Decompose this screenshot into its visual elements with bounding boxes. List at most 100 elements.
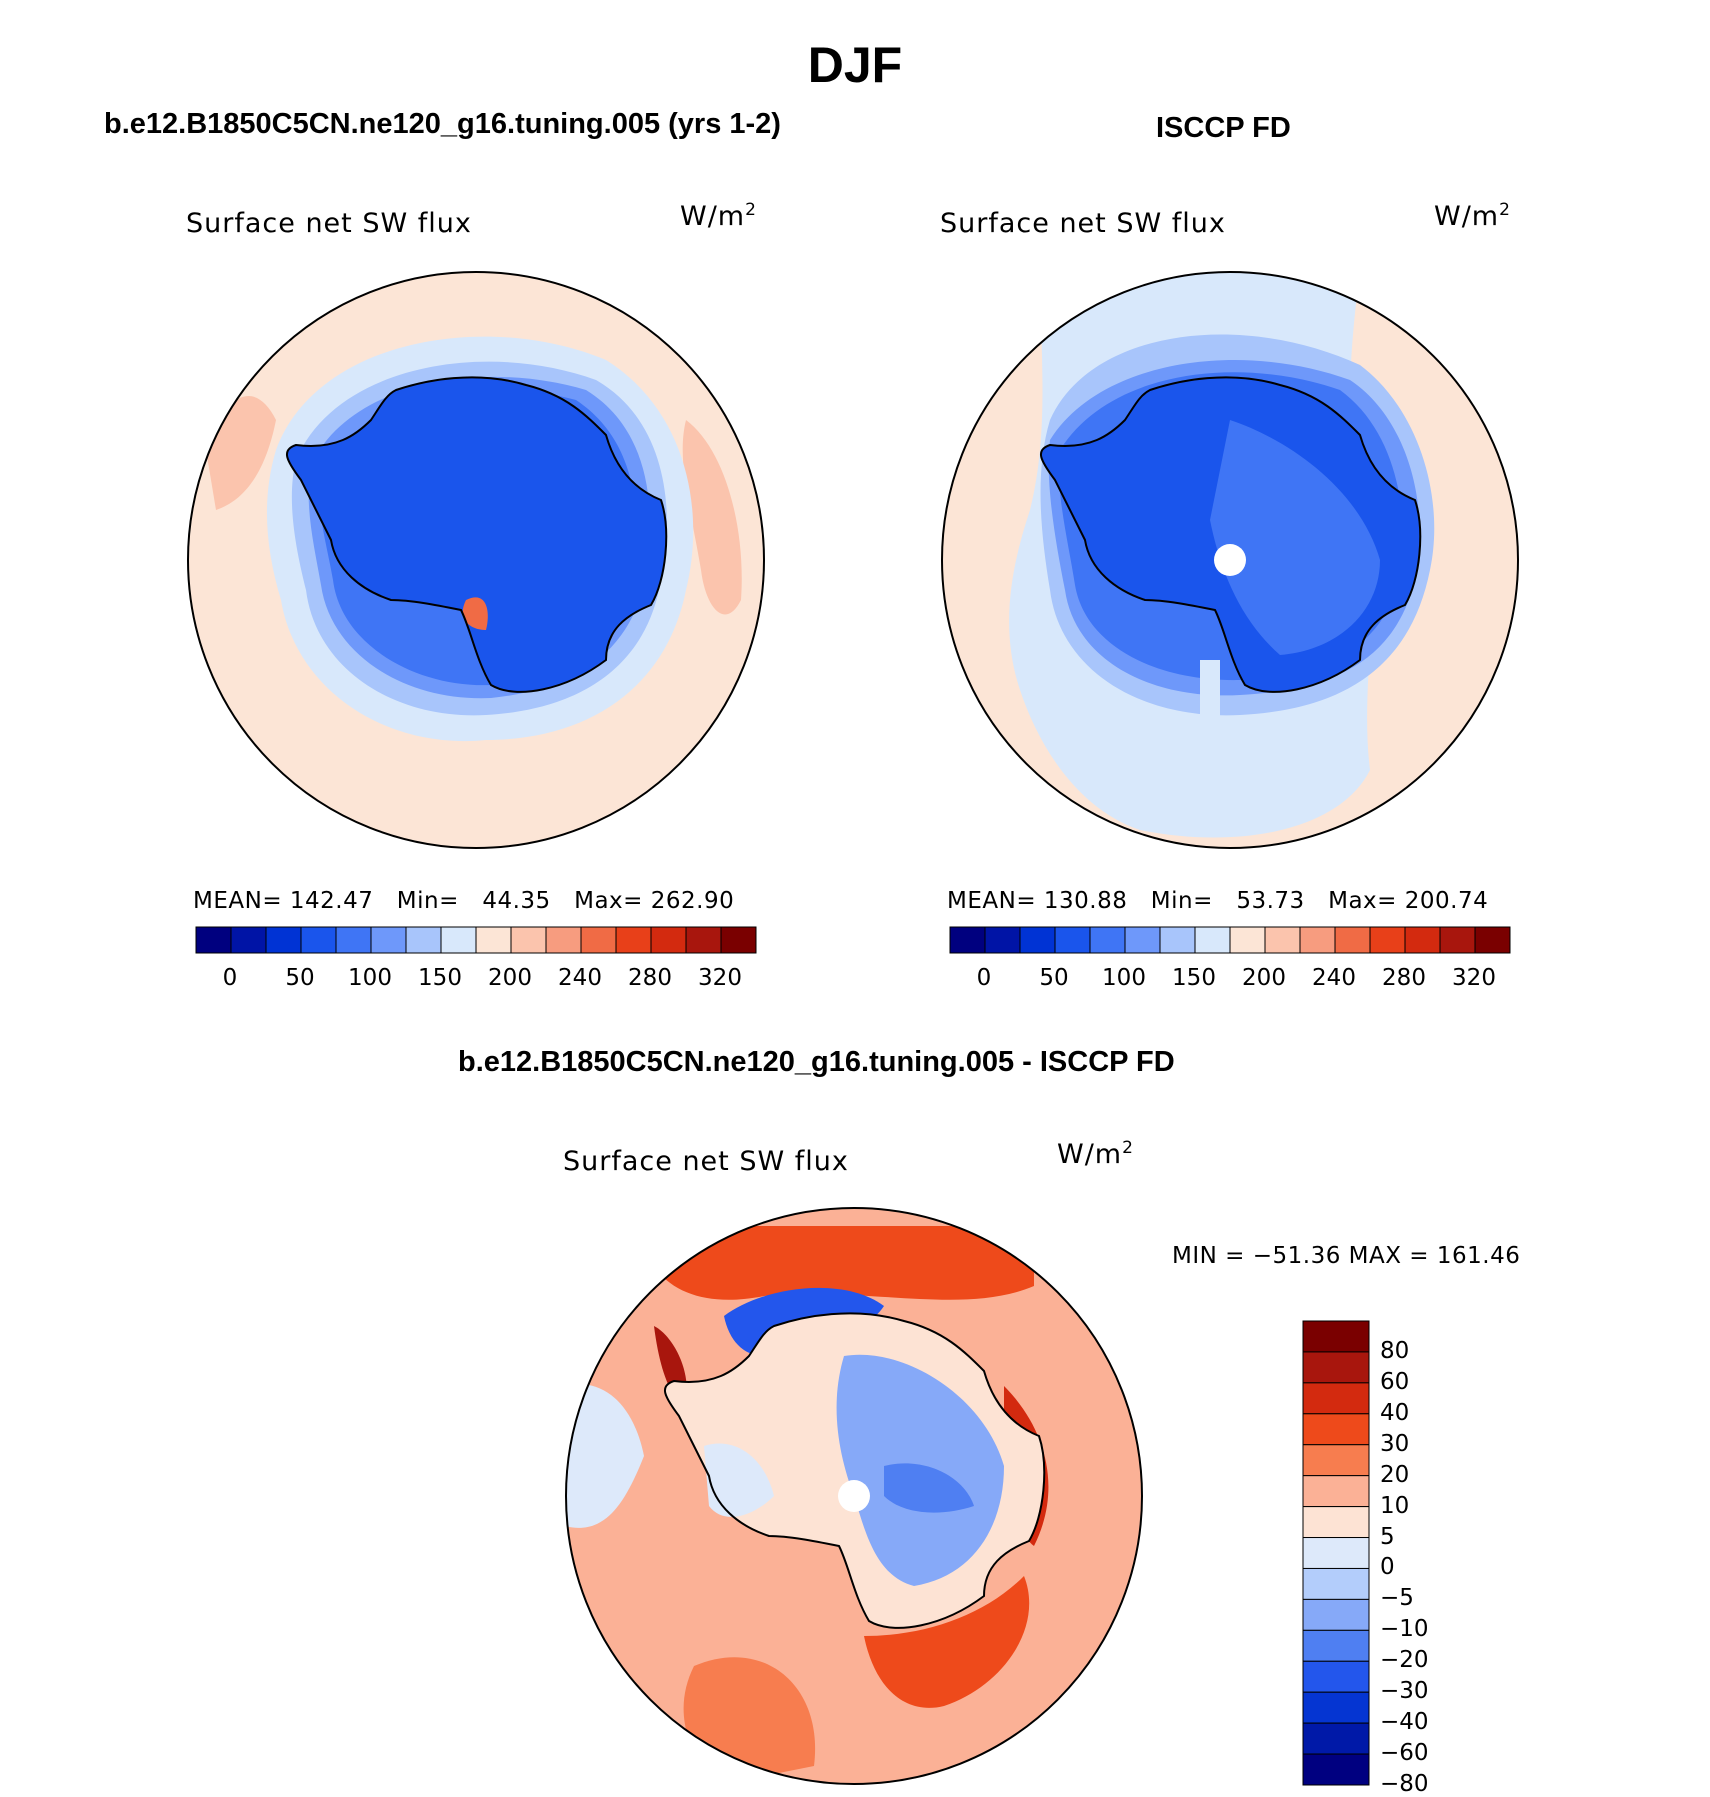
colorbar-tick-label: −20 — [1380, 1647, 1429, 1674]
colorbar-tick-label: 150 — [1172, 965, 1216, 991]
colorbar-swatch — [1302, 1475, 1370, 1508]
panel3-field-patch — [654, 1226, 1034, 1300]
colorbar-swatch — [1089, 926, 1126, 954]
colorbar-swatch — [1302, 1722, 1370, 1755]
colorbar-swatch — [1054, 926, 1091, 954]
colorbar-swatch — [1302, 1382, 1370, 1415]
panel1-case-title: b.e12.B1850C5CN.ne120_g16.tuning.005 (yr… — [104, 108, 781, 140]
panel3-map-border — [565, 1207, 1143, 1785]
colorbar-swatch — [1264, 926, 1301, 954]
colorbar-swatch — [370, 926, 407, 954]
colorbar-tick-label: −5 — [1380, 1585, 1414, 1612]
colorbar-swatch — [1369, 926, 1406, 954]
colorbar-tick-label: 320 — [1452, 965, 1496, 991]
colorbar-tick-label: −60 — [1380, 1740, 1429, 1767]
panel2-map — [941, 271, 1519, 849]
colorbar-swatch — [1302, 1598, 1370, 1631]
colorbar-tick-label: 280 — [628, 965, 672, 991]
colorbar-tick-label: −80 — [1380, 1771, 1429, 1797]
panel2-field-interior — [1210, 420, 1380, 655]
panel3-colorbar-ticks: 80 60 40 30 20 10 5 0 −5 −10 −20 −30 −40 −60 −80 — [1380, 1320, 1500, 1797]
panel2-units: W/m2 — [1434, 200, 1511, 232]
colorbar-swatch — [545, 926, 582, 954]
colorbar-swatch — [1404, 926, 1441, 954]
panel1-coastline — [286, 376, 668, 693]
panel1-map-border — [187, 271, 765, 849]
colorbar-swatch — [1194, 926, 1231, 954]
colorbar-tick-label: 240 — [1312, 965, 1356, 991]
colorbar-tick-label: 50 — [1039, 965, 1069, 991]
colorbar-swatch — [1124, 926, 1161, 954]
colorbar-swatch — [949, 926, 986, 954]
panel3-map — [565, 1207, 1143, 1785]
colorbar-swatch — [405, 926, 442, 954]
panel2-variable-label: Surface net SW flux — [940, 208, 1226, 239]
colorbar-swatch — [1302, 1691, 1370, 1724]
colorbar-swatch — [1302, 1351, 1370, 1384]
figure-title: DJF — [807, 37, 903, 93]
panel3-field-patch — [704, 1443, 774, 1517]
panel3-field-patch — [566, 1384, 644, 1528]
colorbar-swatch — [1302, 1629, 1370, 1662]
colorbar-swatch — [1159, 926, 1196, 954]
colorbar-swatch — [1302, 1444, 1370, 1477]
colorbar-tick-label: 50 — [285, 965, 315, 991]
colorbar-swatch — [1439, 926, 1476, 954]
colorbar-tick-label: 100 — [1102, 965, 1146, 991]
colorbar-tick-label: 320 — [698, 965, 742, 991]
colorbar-swatch — [984, 926, 1021, 954]
colorbar-tick-label: 150 — [418, 965, 462, 991]
panel1-field-patch — [682, 420, 742, 615]
panel3-field-patch — [864, 1576, 1030, 1708]
colorbar-tick-label: 0 — [222, 965, 238, 991]
colorbar-swatch — [1299, 926, 1336, 954]
panel1-field-patch — [206, 396, 276, 510]
colorbar-swatch — [650, 926, 687, 954]
panel3-case-title: b.e12.B1850C5CN.ne120_g16.tuning.005 - I… — [458, 1046, 1175, 1078]
panel1-map — [187, 271, 765, 849]
panel1-colorbar-ticks: 0 50 100 150 200 240 280 320 — [195, 965, 757, 995]
colorbar-swatch — [335, 926, 372, 954]
colorbar-swatch — [1302, 1537, 1370, 1569]
panel2-polar-hole — [1214, 544, 1246, 576]
panel2-case-title: ISCCP FD — [1156, 112, 1291, 144]
colorbar-swatch — [1334, 926, 1371, 954]
panel2-map-border — [941, 271, 1519, 849]
colorbar-tick-label: −30 — [1380, 1678, 1429, 1705]
colorbar-tick-label: −10 — [1380, 1616, 1429, 1643]
panel1-field-continent — [286, 377, 667, 692]
panel3-colorbar — [1302, 1320, 1370, 1786]
colorbar-tick-label: 40 — [1380, 1399, 1410, 1426]
colorbar-tick-label: 280 — [1382, 965, 1426, 991]
colorbar-swatch — [195, 926, 232, 954]
colorbar-swatch — [1302, 1753, 1370, 1786]
colorbar-tick-label: 0 — [1380, 1554, 1395, 1581]
panel2-colorbar — [949, 926, 1511, 954]
colorbar-swatch — [1302, 1413, 1370, 1446]
panel1-field-patch — [462, 597, 488, 630]
colorbar-swatch — [440, 926, 477, 954]
panel3-units: W/m2 — [1057, 1138, 1134, 1170]
panel2-coastline — [1040, 376, 1422, 693]
panel2-colorbar-ticks: 0 50 100 150 200 240 280 320 — [949, 965, 1511, 995]
colorbar-swatch — [230, 926, 267, 954]
colorbar-tick-label: 100 — [348, 965, 392, 991]
panel3-stats: MIN = −51.36 MAX = 161.46 — [1172, 1243, 1521, 1269]
panel1-colorbar — [195, 926, 757, 954]
colorbar-tick-label: 10 — [1380, 1492, 1410, 1519]
panel1-variable-label: Surface net SW flux — [186, 208, 472, 239]
colorbar-swatch — [1229, 926, 1266, 954]
colorbar-tick-label: 30 — [1380, 1430, 1410, 1457]
colorbar-tick-label: 0 — [976, 965, 992, 991]
colorbar-swatch — [1302, 1320, 1370, 1353]
colorbar-swatch — [475, 926, 512, 954]
colorbar-tick-label: 80 — [1380, 1337, 1410, 1364]
colorbar-tick-label: 240 — [558, 965, 602, 991]
colorbar-tick-label: 5 — [1380, 1523, 1395, 1550]
panel3-coastline — [664, 1312, 1046, 1629]
colorbar-swatch — [580, 926, 617, 954]
colorbar-swatch — [265, 926, 302, 954]
colorbar-swatch — [615, 926, 652, 954]
panel3-polar-hole — [838, 1480, 870, 1512]
colorbar-swatch — [720, 926, 757, 954]
